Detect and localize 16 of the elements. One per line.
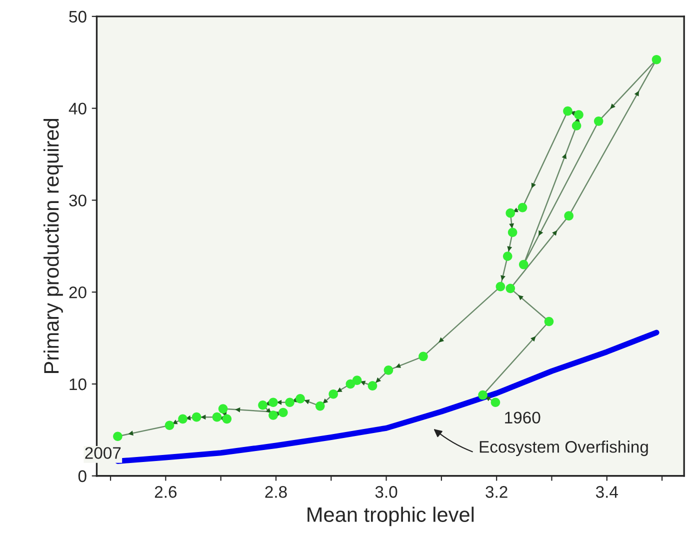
y-tick-label: 30 <box>69 194 86 206</box>
x-tick-label: 3.4 <box>596 486 618 498</box>
y-tick-label: 10 <box>70 378 86 390</box>
x-tick-label: 3.0 <box>375 486 398 498</box>
annotation: 1960 <box>505 412 540 424</box>
y-tick-label: 20 <box>69 286 86 298</box>
annotation: 2007 <box>85 447 121 459</box>
y-tick-label: 40 <box>68 102 86 115</box>
x-tick-label: 2.8 <box>265 486 287 498</box>
x-axis-title: Mean trophic level <box>308 506 474 526</box>
x-tick-label: 2.6 <box>154 486 177 498</box>
y-tick-label: 50 <box>69 10 86 23</box>
y-tick-label: 0 <box>78 470 86 482</box>
x-tick-label: 3.2 <box>486 486 508 498</box>
annotation: Ecosystem Overfishing <box>480 440 648 456</box>
y-axis-title: Primary production required <box>44 118 63 373</box>
